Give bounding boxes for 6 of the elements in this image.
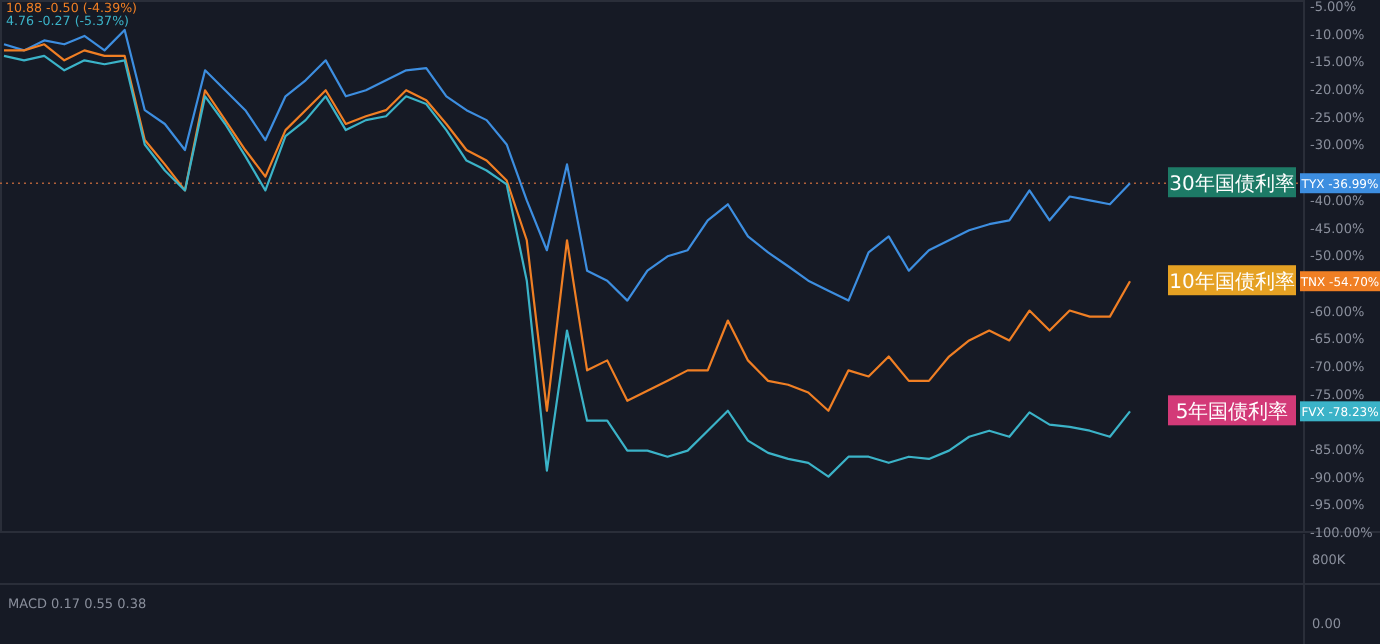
legend-label: 10年国债利率 (1169, 270, 1295, 295)
line-series (2, 54, 1132, 478)
line-series (2, 43, 1132, 412)
line-series (2, 28, 1132, 302)
legend-label: 5年国债利率 (1175, 400, 1289, 425)
legend-label: 30年国债利率 (1169, 172, 1295, 197)
